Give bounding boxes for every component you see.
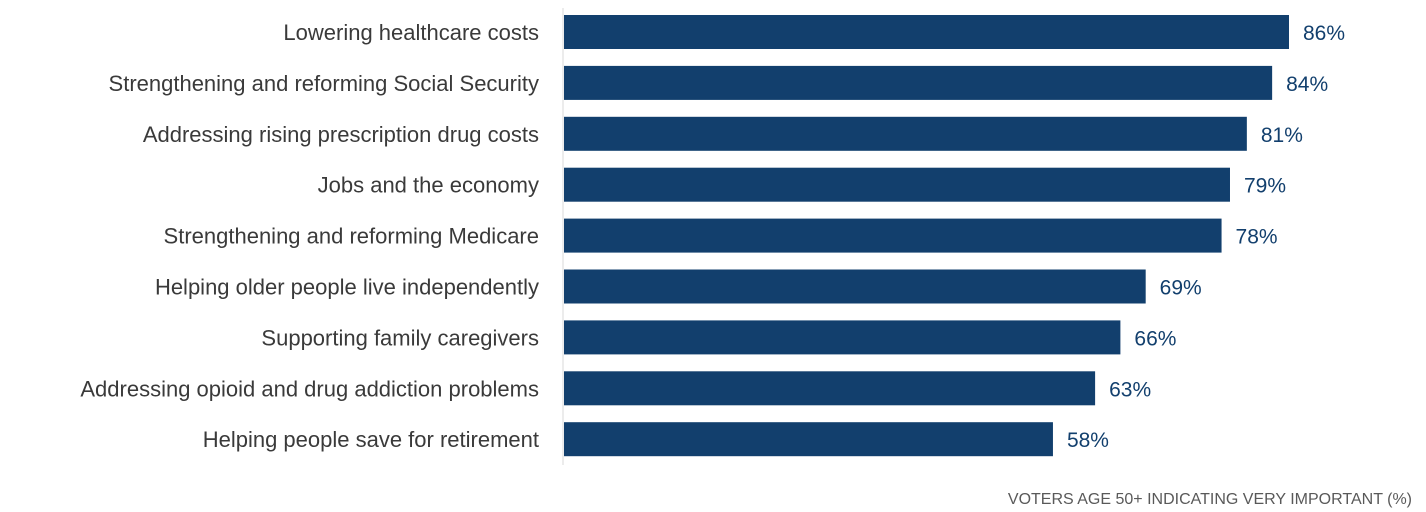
category-label: Addressing opioid and drug addiction pro… <box>80 376 539 401</box>
bar <box>564 65 1273 100</box>
category-label: Supporting family caregivers <box>261 325 539 350</box>
category-label: Lowering healthcare costs <box>283 20 539 45</box>
bar <box>564 218 1222 253</box>
bar <box>564 15 1289 49</box>
bars-group: Lowering healthcare costs 86% Strengthenin… <box>80 15 1345 457</box>
value-label: 86% <box>1303 22 1345 45</box>
value-label: 63% <box>1109 378 1151 401</box>
category-label: Helping people save for retirement <box>203 427 539 452</box>
bar <box>564 167 1230 202</box>
value-label: 79% <box>1244 175 1286 198</box>
value-label: 81% <box>1261 124 1303 147</box>
bar <box>564 116 1247 151</box>
category-label: Addressing rising prescription drug cost… <box>143 122 539 147</box>
value-label: 78% <box>1236 226 1278 249</box>
value-label: 69% <box>1160 277 1202 300</box>
category-label: Helping older people live independently <box>155 275 539 300</box>
value-label: 84% <box>1286 73 1328 96</box>
bar <box>564 269 1146 304</box>
value-label: 58% <box>1067 429 1109 452</box>
category-label: Strengthening and reforming Social Secur… <box>109 71 539 96</box>
bar <box>564 371 1096 406</box>
bar <box>564 422 1053 457</box>
x-axis-label: VOTERS AGE 50+ INDICATING VERY IMPORTANT… <box>1008 491 1412 508</box>
category-label: Jobs and the economy <box>318 173 539 198</box>
bar <box>564 320 1121 355</box>
category-label: Strengthening and reforming Medicare <box>164 224 539 249</box>
value-label: 66% <box>1134 327 1176 350</box>
